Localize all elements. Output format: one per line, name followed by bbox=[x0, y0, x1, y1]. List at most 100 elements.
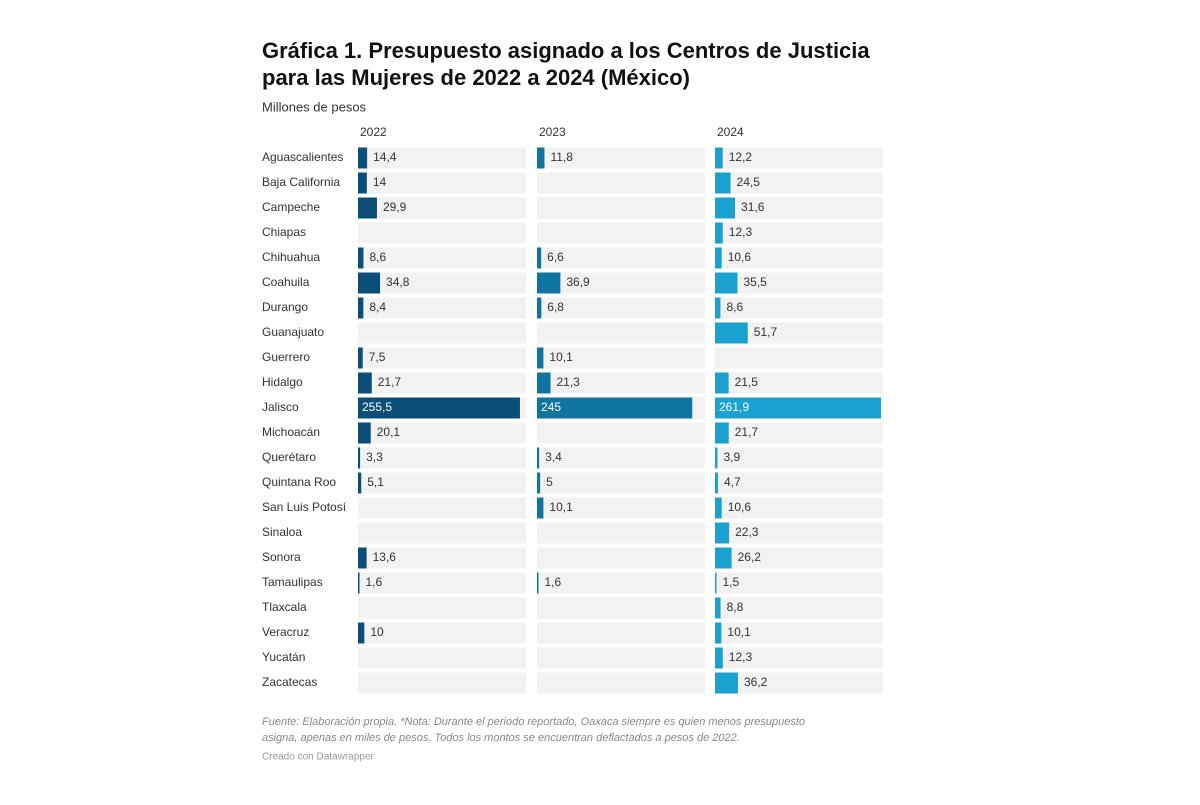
row-background bbox=[715, 297, 883, 319]
row-label: Jalisco bbox=[262, 400, 299, 414]
bar bbox=[358, 372, 372, 394]
row-background bbox=[537, 297, 705, 319]
bar bbox=[358, 347, 363, 369]
value-label: 34,8 bbox=[386, 275, 410, 289]
row-background bbox=[358, 322, 526, 344]
row-label: Campeche bbox=[262, 200, 320, 214]
bar bbox=[715, 222, 723, 244]
row-background bbox=[537, 622, 705, 644]
bar bbox=[358, 147, 368, 169]
row-background bbox=[715, 497, 883, 519]
value-label: 21,7 bbox=[735, 425, 759, 439]
value-label: 1,6 bbox=[545, 575, 562, 589]
bar bbox=[715, 147, 723, 169]
row-background bbox=[537, 222, 705, 244]
row-background bbox=[537, 572, 705, 594]
chart-title: Gráfica 1. Presupuesto asignado a los Ce… bbox=[262, 38, 870, 90]
row-label: Zacatecas bbox=[262, 675, 317, 689]
row-background bbox=[537, 647, 705, 669]
row-background bbox=[358, 597, 526, 619]
value-label: 51,7 bbox=[754, 325, 778, 339]
bar bbox=[715, 472, 718, 494]
row-background bbox=[715, 472, 883, 494]
row-label: Aguascalientes bbox=[262, 150, 343, 164]
value-label: 20,1 bbox=[377, 425, 401, 439]
bar bbox=[715, 397, 881, 419]
value-label: 31,6 bbox=[741, 200, 765, 214]
row-background bbox=[537, 197, 705, 219]
row-background bbox=[358, 297, 526, 319]
row-background bbox=[358, 647, 526, 669]
bar bbox=[715, 497, 722, 519]
bar bbox=[537, 372, 551, 394]
bar bbox=[358, 272, 381, 294]
row-background bbox=[715, 447, 883, 469]
value-label: 13,6 bbox=[373, 550, 397, 564]
note: Fuente: Elaboración propia. *Nota: Duran… bbox=[262, 716, 805, 728]
row-background bbox=[715, 522, 883, 544]
value-label: 1,5 bbox=[723, 575, 740, 589]
row-label: Querétaro bbox=[262, 450, 316, 464]
value-label: 26,2 bbox=[738, 550, 762, 564]
value-label: 8,4 bbox=[369, 300, 386, 314]
value-label: 36,9 bbox=[566, 275, 590, 289]
bar bbox=[537, 247, 542, 269]
bar bbox=[358, 422, 371, 444]
bar bbox=[715, 572, 717, 594]
row-background bbox=[358, 472, 526, 494]
row-label: Yucatán bbox=[262, 650, 305, 664]
row-label: Guanajuato bbox=[262, 325, 324, 339]
bar bbox=[715, 372, 729, 394]
row-label: Chiapas bbox=[262, 225, 306, 239]
value-label: 10,6 bbox=[728, 500, 752, 514]
row-background bbox=[537, 497, 705, 519]
row-label: Guerrero bbox=[262, 350, 310, 364]
row-background bbox=[537, 547, 705, 569]
note: asigna, apenas en miles de pesos. Todos … bbox=[262, 732, 740, 744]
row-background bbox=[358, 447, 526, 469]
bar bbox=[537, 147, 545, 169]
row-background bbox=[715, 147, 883, 169]
bar bbox=[715, 197, 736, 219]
value-label: 21,5 bbox=[735, 375, 759, 389]
value-label: 8,8 bbox=[727, 600, 744, 614]
row-label: Michoacán bbox=[262, 425, 320, 439]
row-background bbox=[358, 572, 526, 594]
bar bbox=[358, 172, 367, 194]
row-background bbox=[358, 522, 526, 544]
value-label: 22,3 bbox=[735, 525, 759, 539]
row-background bbox=[537, 172, 705, 194]
value-label: 6,8 bbox=[547, 300, 564, 314]
row-label: Hidalgo bbox=[262, 375, 303, 389]
row-background bbox=[715, 547, 883, 569]
value-label: 7,5 bbox=[369, 350, 386, 364]
bar bbox=[537, 397, 693, 419]
bar bbox=[358, 247, 364, 269]
row-background bbox=[537, 347, 705, 369]
row-background bbox=[358, 372, 526, 394]
row-background bbox=[715, 347, 883, 369]
bar bbox=[715, 522, 730, 544]
bar bbox=[537, 297, 542, 319]
bar bbox=[715, 672, 738, 694]
row-background bbox=[358, 347, 526, 369]
value-label: 21,7 bbox=[378, 375, 402, 389]
value-label: 21,3 bbox=[557, 375, 581, 389]
bar bbox=[537, 472, 541, 494]
row-label: Sinaloa bbox=[262, 525, 302, 539]
bar bbox=[715, 447, 718, 469]
value-label: 261,9 bbox=[719, 400, 749, 414]
panel-header: 2022 bbox=[360, 125, 387, 139]
row-background bbox=[358, 547, 526, 569]
bar bbox=[358, 472, 362, 494]
panel-header: 2024 bbox=[717, 125, 744, 139]
value-label: 10,1 bbox=[549, 500, 573, 514]
credit: Creado con Datawrapper bbox=[262, 752, 374, 763]
row-background bbox=[715, 272, 883, 294]
bar bbox=[358, 547, 367, 569]
row-label: Chihuahua bbox=[262, 250, 320, 264]
chart-subtitle: Millones de pesos bbox=[262, 99, 367, 114]
row-label: Veracruz bbox=[262, 625, 309, 639]
row-label: Baja California bbox=[262, 175, 340, 189]
row-label: Coahuila bbox=[262, 275, 310, 289]
